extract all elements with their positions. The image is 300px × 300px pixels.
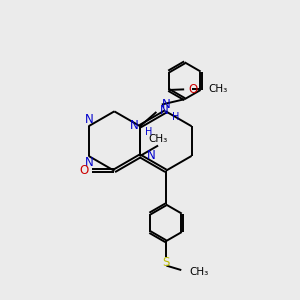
Text: N: N bbox=[161, 98, 170, 111]
Text: CH₃: CH₃ bbox=[208, 84, 227, 94]
Text: N: N bbox=[85, 113, 94, 126]
Text: CH₃: CH₃ bbox=[148, 134, 168, 144]
Text: S: S bbox=[162, 256, 169, 268]
Text: N: N bbox=[147, 149, 155, 162]
Text: N: N bbox=[160, 104, 169, 117]
Text: H: H bbox=[172, 112, 179, 122]
Text: N: N bbox=[130, 119, 139, 132]
Text: N: N bbox=[85, 156, 94, 169]
Text: CH₃: CH₃ bbox=[190, 267, 209, 277]
Text: O: O bbox=[79, 164, 88, 177]
Text: O: O bbox=[189, 83, 198, 96]
Text: H: H bbox=[146, 127, 153, 136]
